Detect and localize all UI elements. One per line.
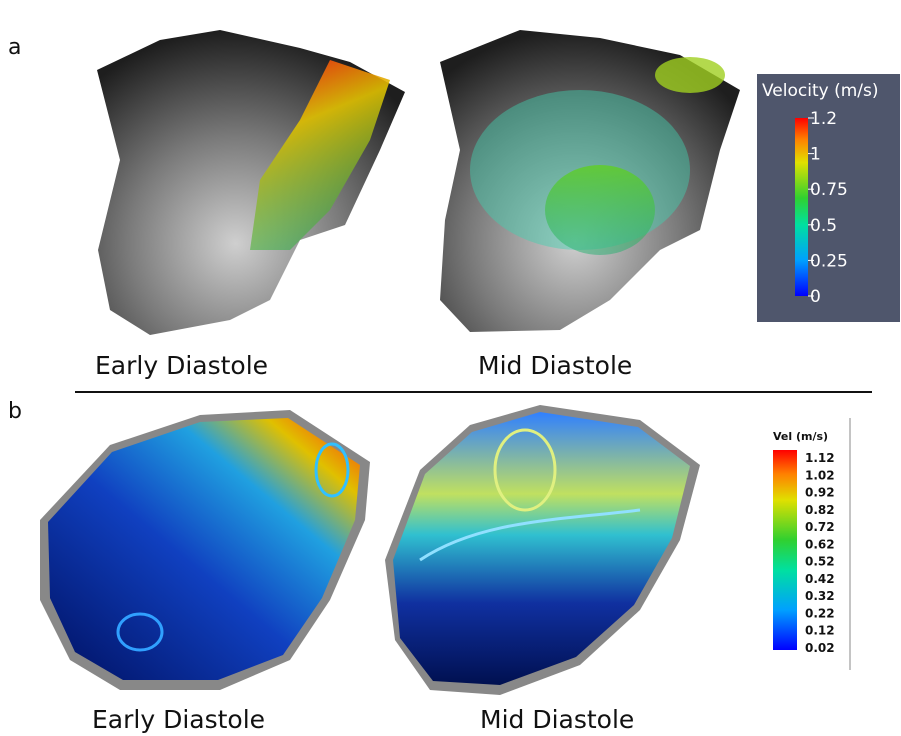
colorbar-tick-label: 0.52 — [805, 555, 835, 569]
colorbar-tick-label: 0.12 — [805, 624, 835, 638]
colorbar-tick-label: 0.5 — [810, 216, 837, 236]
velocity-field — [545, 165, 655, 255]
panel-label: a — [8, 35, 21, 60]
colorbar-tick-label: 1.2 — [810, 109, 837, 129]
velocity-field — [655, 57, 725, 93]
colorbar-tick-label: 0 — [810, 287, 821, 307]
colorbar-tick-label: 0.42 — [805, 572, 835, 586]
colorbar-tick-label: 0.32 — [805, 589, 835, 603]
caption: Mid Diastole — [480, 705, 634, 734]
panel-label: b — [8, 399, 22, 424]
colorbar — [795, 118, 808, 296]
figure: a Velocity (m/s) 1.2 1 0.75 0.5 0.25 0 Early D… — [0, 0, 901, 736]
colorbar-tick-label: 1.02 — [805, 468, 835, 482]
colorbar-tick-label: 0.72 — [805, 520, 835, 534]
caption: Early Diastole — [92, 705, 265, 734]
colorbar-title: Vel (m/s) — [773, 430, 828, 443]
colorbar — [773, 450, 797, 650]
colorbar-tick-label: 1 — [810, 145, 821, 165]
colorbar-tick-label: 0.25 — [810, 251, 848, 271]
caption: Early Diastole — [95, 351, 268, 380]
colorbar-tick-label: 0.02 — [805, 641, 835, 655]
colorbar-tick-label: 0.22 — [805, 606, 835, 620]
colorbar-tick-label: 1.12 — [805, 451, 835, 465]
streamlines — [48, 418, 360, 680]
colorbar-tick-label: 0.62 — [805, 537, 835, 551]
colorbar-tick-label: 0.82 — [805, 503, 835, 517]
colorbar-tick-label: 0.92 — [805, 486, 835, 500]
colorbar-tick-label: 0.75 — [810, 180, 848, 200]
caption: Mid Diastole — [478, 351, 632, 380]
colorbar-title: Velocity (m/s) — [762, 81, 879, 101]
